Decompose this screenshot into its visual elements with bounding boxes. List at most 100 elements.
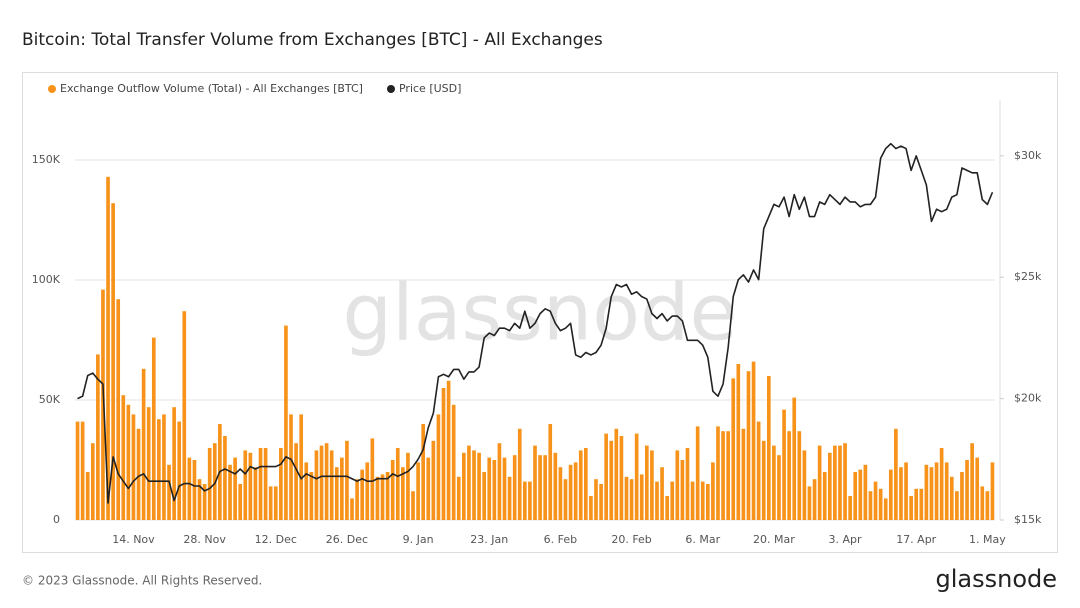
bar xyxy=(268,486,273,520)
bar xyxy=(85,472,90,520)
bar xyxy=(228,464,232,520)
bar xyxy=(487,457,492,520)
bar xyxy=(751,361,756,520)
bar xyxy=(594,479,598,520)
bar xyxy=(162,414,166,520)
bar xyxy=(955,491,959,520)
bar xyxy=(329,450,334,520)
bar xyxy=(517,428,522,520)
bar xyxy=(660,467,664,520)
bar xyxy=(319,445,324,520)
bar xyxy=(273,486,278,520)
bar xyxy=(116,299,121,520)
bar xyxy=(792,397,797,520)
bar xyxy=(96,354,100,520)
bar xyxy=(939,448,944,520)
bar xyxy=(904,462,908,520)
y2-tick-label: $15k xyxy=(1014,513,1042,526)
bar xyxy=(467,445,471,520)
bar xyxy=(350,498,354,520)
bar xyxy=(827,452,832,520)
bar xyxy=(797,431,802,520)
bar xyxy=(975,457,980,520)
x-tick-label: 28. Nov xyxy=(183,533,226,546)
bar xyxy=(355,479,359,520)
legend-label: Price [USD] xyxy=(399,82,461,95)
y-tick-label: 50K xyxy=(39,393,61,406)
bar xyxy=(639,474,644,520)
bar xyxy=(960,472,964,520)
bar xyxy=(431,440,436,520)
y-tick-label: 0 xyxy=(53,513,60,526)
bar xyxy=(583,448,588,520)
bar xyxy=(497,443,502,520)
y-tick-label: 150K xyxy=(32,153,61,166)
bar xyxy=(456,476,461,520)
bar xyxy=(492,460,497,520)
bar xyxy=(919,488,924,520)
bar xyxy=(985,491,990,520)
chart-panel xyxy=(22,72,1058,553)
y2-tick-label: $30k xyxy=(1014,149,1042,162)
bar xyxy=(873,481,878,520)
bar xyxy=(131,414,136,520)
bar xyxy=(563,479,568,520)
bar xyxy=(690,481,695,520)
bar xyxy=(507,476,512,520)
bar xyxy=(106,176,110,521)
bar xyxy=(111,203,115,520)
bar xyxy=(340,457,344,520)
bar xyxy=(980,486,985,520)
x-tick-label: 26. Dec xyxy=(326,533,368,546)
price-line xyxy=(77,142,994,504)
bar xyxy=(685,448,690,520)
bar xyxy=(888,469,893,520)
bar xyxy=(421,424,426,520)
bar xyxy=(665,496,669,520)
bar xyxy=(75,421,80,520)
bar xyxy=(304,462,309,520)
bar xyxy=(207,448,212,520)
bar xyxy=(833,445,837,520)
bar xyxy=(670,481,675,520)
bar xyxy=(726,431,730,520)
x-tick-label: 23. Jan xyxy=(470,533,508,546)
bar xyxy=(289,414,293,520)
bar xyxy=(477,452,481,520)
bar xyxy=(172,407,176,520)
bar xyxy=(192,460,197,520)
bar xyxy=(614,428,619,520)
x-tick-label: 6. Mar xyxy=(685,533,720,546)
x-tick-label: 20. Feb xyxy=(611,533,651,546)
bar xyxy=(80,421,85,520)
bar xyxy=(899,467,903,520)
bar xyxy=(822,472,827,520)
bar xyxy=(385,472,390,520)
bar xyxy=(90,443,95,520)
bar xyxy=(309,472,314,520)
bar xyxy=(858,469,863,520)
bar xyxy=(675,450,680,520)
bar xyxy=(126,404,131,520)
y-tick-label: 100K xyxy=(32,273,61,286)
bar xyxy=(934,462,939,520)
bar xyxy=(401,467,405,520)
bar xyxy=(360,469,365,520)
bar xyxy=(853,472,858,520)
x-tick-label: 14. Nov xyxy=(112,533,155,546)
bar xyxy=(380,474,385,520)
bar xyxy=(370,438,375,520)
bar xyxy=(177,421,182,520)
x-tick-label: 17. Apr xyxy=(896,533,936,546)
bar xyxy=(146,407,151,520)
bar xyxy=(284,325,288,520)
legend-marker xyxy=(48,85,56,93)
bar xyxy=(121,395,126,520)
bar xyxy=(990,462,995,520)
bar xyxy=(553,452,558,520)
bar xyxy=(924,464,929,520)
bar xyxy=(375,476,380,520)
bar xyxy=(644,445,649,520)
bar xyxy=(868,491,873,520)
